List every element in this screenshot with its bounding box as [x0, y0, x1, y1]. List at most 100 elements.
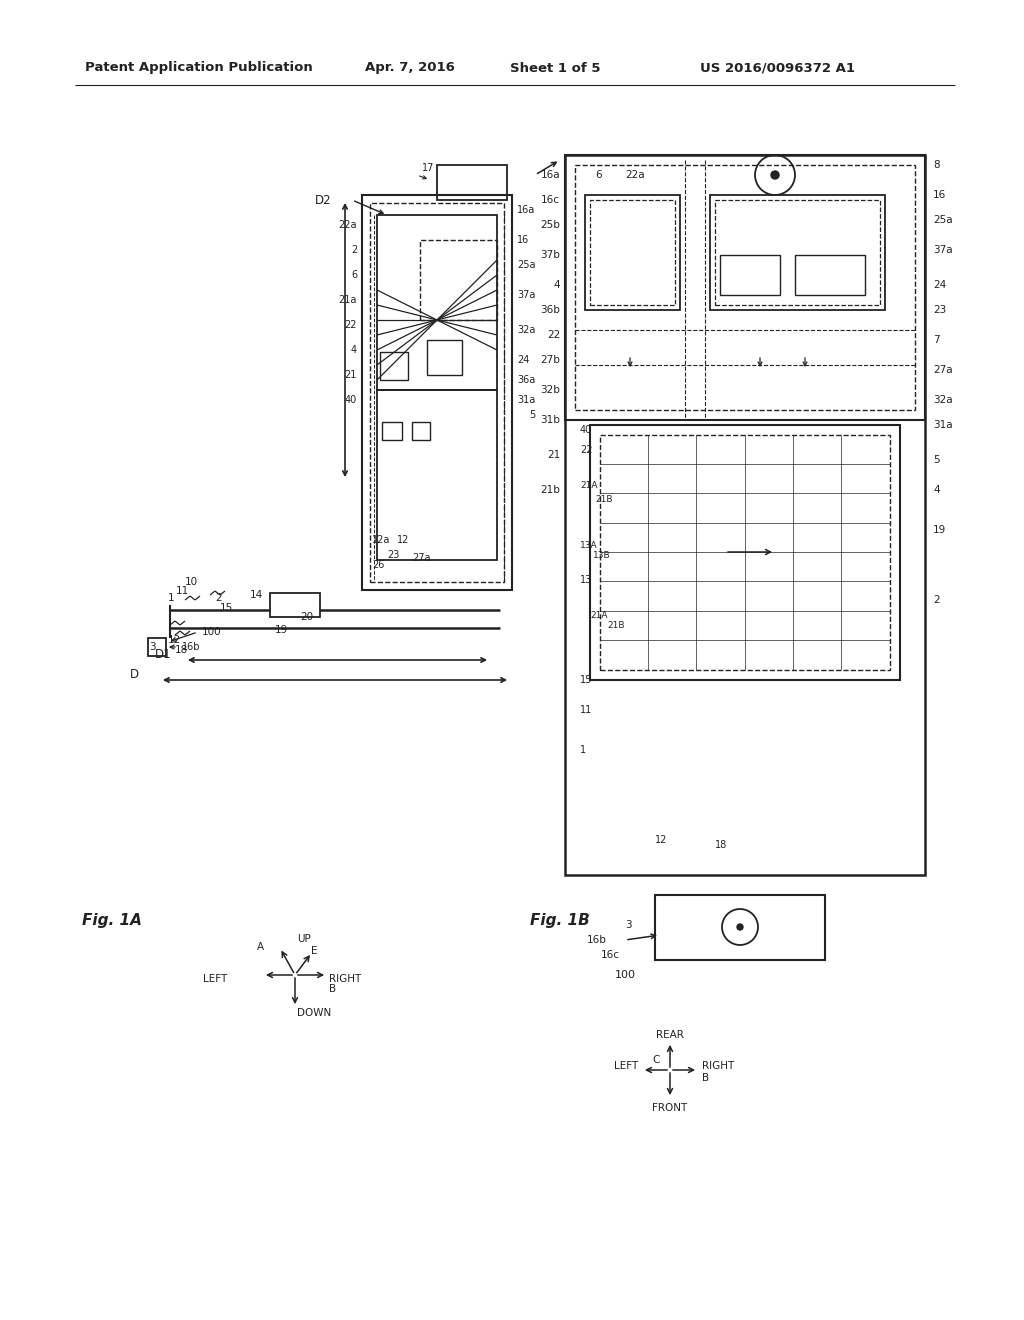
Bar	[382, 422, 402, 440]
Circle shape	[771, 172, 779, 180]
Text: D2: D2	[315, 194, 332, 206]
Text: 27a: 27a	[933, 366, 952, 375]
Text: 21a: 21a	[339, 294, 357, 305]
Text: 6: 6	[595, 170, 602, 180]
Bar	[720, 255, 780, 294]
Text: 31a: 31a	[933, 420, 952, 430]
Text: 37a: 37a	[933, 246, 952, 255]
Bar	[795, 255, 865, 294]
Text: 21b: 21b	[540, 484, 560, 495]
Text: 100: 100	[202, 627, 221, 638]
Text: 27b: 27b	[540, 355, 560, 366]
Bar	[715, 201, 880, 305]
Bar	[565, 154, 925, 875]
Bar	[377, 389, 497, 560]
Text: B: B	[702, 1073, 710, 1082]
Text: 21A: 21A	[580, 480, 597, 490]
Text: 12: 12	[397, 535, 410, 545]
Text: C: C	[652, 1055, 660, 1065]
Text: 11: 11	[176, 586, 189, 597]
Text: 17: 17	[422, 162, 434, 173]
Text: 22: 22	[344, 319, 357, 330]
Text: 36b: 36b	[540, 305, 560, 315]
Bar	[427, 341, 462, 375]
Text: A: A	[257, 942, 264, 952]
Text: 22a: 22a	[625, 170, 645, 180]
Text: DOWN: DOWN	[297, 1008, 331, 1018]
Bar	[148, 638, 166, 656]
Text: 25a: 25a	[517, 260, 536, 271]
Text: 13A: 13A	[580, 540, 598, 549]
Text: 7: 7	[933, 335, 940, 345]
Text: 32a: 32a	[933, 395, 952, 405]
Text: 6: 6	[351, 271, 357, 280]
Text: 4: 4	[351, 345, 357, 355]
Text: 40: 40	[580, 425, 592, 436]
Text: LEFT: LEFT	[613, 1061, 638, 1071]
Bar	[655, 895, 825, 960]
Text: LEFT: LEFT	[203, 974, 227, 983]
Text: D: D	[130, 668, 139, 681]
Text: 37a: 37a	[517, 290, 536, 300]
Text: 5: 5	[933, 455, 940, 465]
Text: 3: 3	[148, 642, 156, 652]
Text: 4: 4	[553, 280, 560, 290]
Text: 32a: 32a	[517, 325, 536, 335]
Text: 2: 2	[933, 595, 940, 605]
Text: 100: 100	[615, 970, 636, 979]
Text: 12: 12	[655, 836, 668, 845]
Text: 22: 22	[580, 445, 593, 455]
Text: 31b: 31b	[540, 414, 560, 425]
Text: 36a: 36a	[517, 375, 536, 385]
Bar	[270, 593, 319, 616]
Text: 27a: 27a	[412, 553, 430, 564]
Text: 16c: 16c	[601, 950, 620, 960]
Text: 18: 18	[175, 645, 188, 655]
Text: 16: 16	[517, 235, 529, 246]
Bar	[362, 195, 512, 590]
Text: 16b: 16b	[182, 642, 201, 652]
Text: 19: 19	[275, 624, 288, 635]
Text: 31a: 31a	[517, 395, 536, 405]
Text: 18: 18	[715, 840, 727, 850]
Text: Sheet 1 of 5: Sheet 1 of 5	[510, 62, 600, 74]
Text: RIGHT: RIGHT	[329, 974, 361, 983]
Text: 8: 8	[933, 160, 940, 170]
Text: 13: 13	[580, 576, 592, 585]
Text: 20: 20	[300, 612, 313, 622]
Text: 21A: 21A	[590, 610, 607, 619]
Text: 16c: 16c	[541, 195, 560, 205]
Text: 25a: 25a	[933, 215, 952, 224]
Text: 21B: 21B	[595, 495, 612, 504]
Text: Patent Application Publication: Patent Application Publication	[85, 62, 312, 74]
Text: 16: 16	[933, 190, 946, 201]
Text: RIGHT: RIGHT	[702, 1061, 734, 1071]
Bar	[590, 201, 675, 305]
Text: 21B: 21B	[607, 620, 625, 630]
Text: 19: 19	[933, 525, 946, 535]
Text: 32b: 32b	[540, 385, 560, 395]
Bar	[380, 352, 408, 380]
Text: Fig. 1B: Fig. 1B	[530, 912, 590, 928]
Text: 40: 40	[345, 395, 357, 405]
Bar	[600, 436, 890, 671]
Text: 2: 2	[351, 246, 357, 255]
Bar	[565, 154, 925, 420]
Bar	[710, 195, 885, 310]
Text: 15: 15	[580, 675, 592, 685]
Text: 26: 26	[372, 560, 384, 570]
Text: 21: 21	[547, 450, 560, 459]
Text: 25b: 25b	[540, 220, 560, 230]
Text: 12: 12	[168, 635, 181, 645]
Bar	[575, 165, 915, 411]
Text: 24: 24	[933, 280, 946, 290]
Text: 3: 3	[625, 920, 632, 931]
Text: US 2016/0096372 A1: US 2016/0096372 A1	[700, 62, 855, 74]
Text: 16a: 16a	[517, 205, 536, 215]
Bar	[420, 240, 497, 319]
Text: E: E	[311, 946, 317, 956]
Text: 22: 22	[547, 330, 560, 341]
Bar	[590, 425, 900, 680]
Text: 16a: 16a	[541, 170, 560, 180]
Text: 4: 4	[933, 484, 940, 495]
